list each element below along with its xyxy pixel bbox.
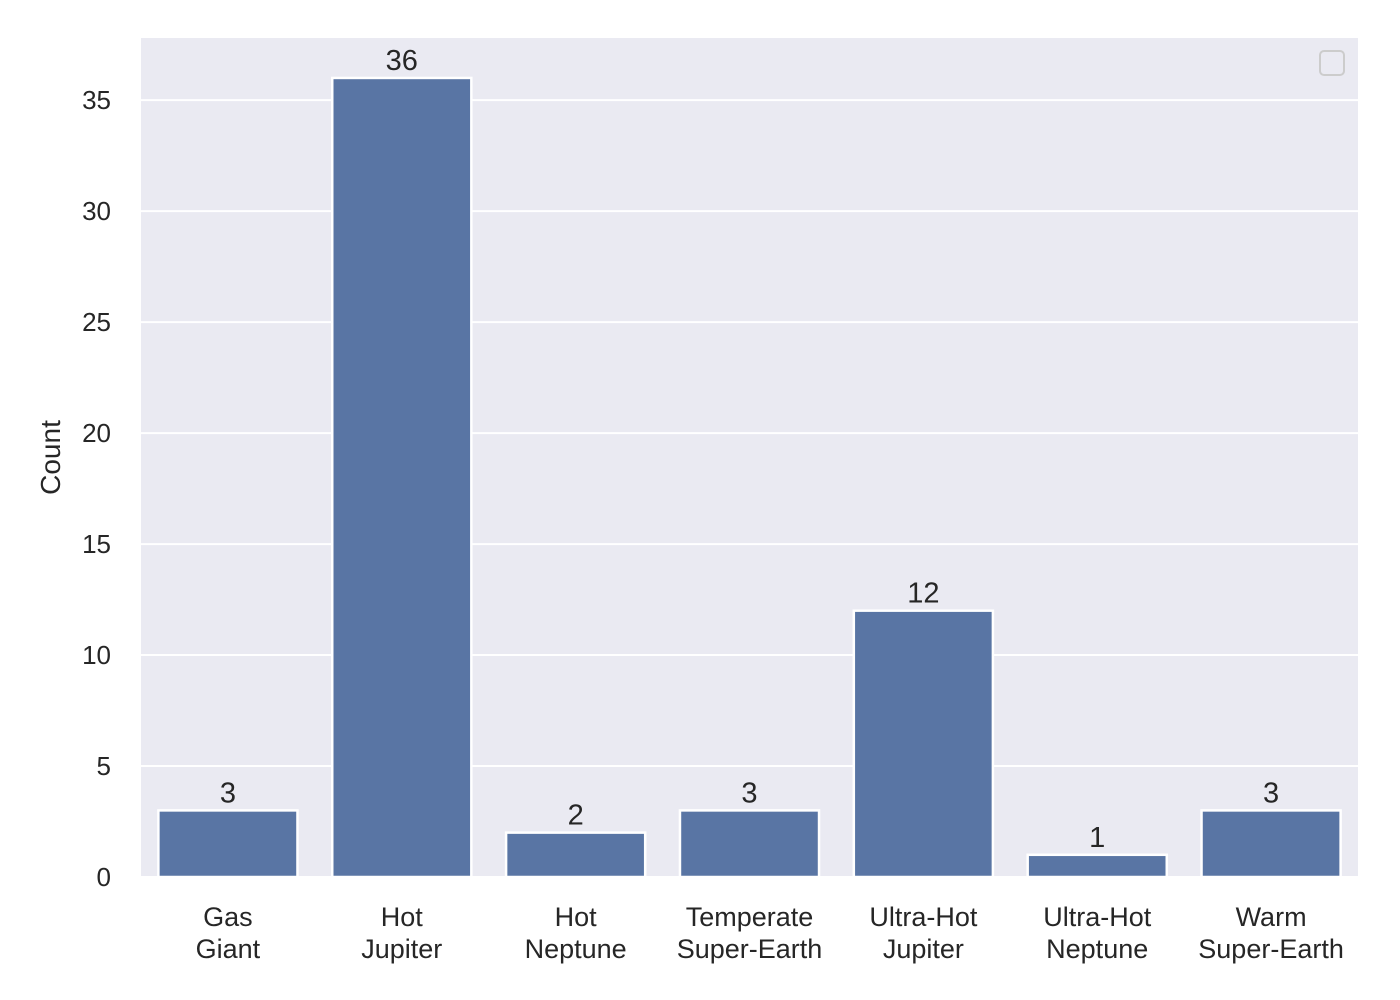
y-tick-label: 10 (82, 640, 111, 670)
bar-data-label: 1 (1089, 822, 1105, 854)
y-tick-label: 20 (82, 418, 111, 448)
bar (852, 609, 995, 879)
bar (330, 76, 473, 879)
x-axis-ticks: Gas Giant Hot Jupiter Hot Neptune Temperate Sup… (196, 902, 1344, 964)
bar (678, 809, 821, 879)
bar (157, 809, 299, 879)
bar-data-label: 2 (568, 800, 584, 832)
bar-data-label: 3 (220, 777, 236, 809)
bar-data-label: 12 (907, 578, 939, 610)
x-tick-label: Hot Jupiter (361, 902, 442, 964)
y-tick-label: 15 (82, 529, 111, 559)
y-tick-label: 5 (97, 751, 111, 781)
bar (1026, 853, 1169, 879)
x-tick-label: Warm Super-Earth (1198, 902, 1344, 964)
x-tick-label: Temperate Super-Earth (677, 902, 823, 964)
y-tick-label: 0 (97, 862, 111, 892)
y-tick-label: 35 (82, 85, 111, 115)
x-tick-label: Ultra-Hot Neptune (1043, 902, 1152, 964)
bars (157, 76, 1342, 879)
y-tick-label: 30 (82, 196, 111, 226)
x-tick-label: Gas Giant (196, 902, 261, 964)
y-axis-ticks: 0 5 10 15 20 25 30 35 (82, 85, 111, 892)
bar-data-label: 3 (1263, 777, 1279, 809)
bar (504, 831, 647, 879)
y-tick-label: 25 (82, 307, 111, 337)
x-tick-label: Ultra-Hot Jupiter (869, 902, 978, 964)
plot-area (141, 38, 1358, 877)
x-tick-label: Hot Neptune (525, 902, 627, 964)
bar-data-label: 3 (741, 777, 757, 809)
y-axis-label: Count (35, 420, 66, 495)
bar-data-label: 36 (386, 45, 418, 77)
bar (1200, 809, 1342, 879)
legend-box (1319, 50, 1345, 76)
